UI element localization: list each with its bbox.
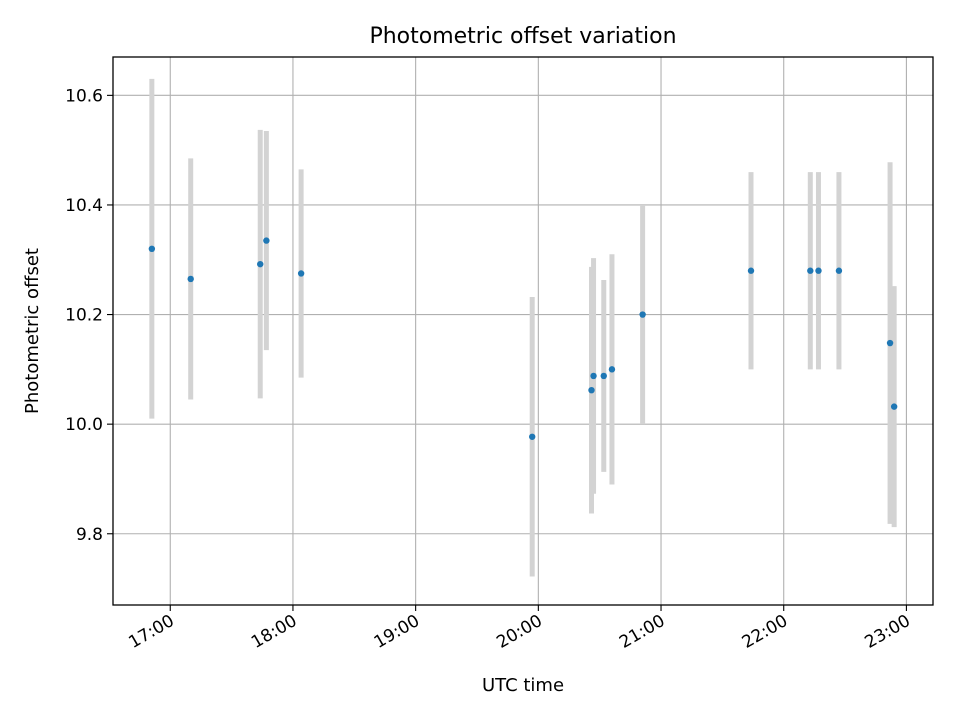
grid-lines (113, 57, 933, 605)
y-tick-label: 10.2 (65, 306, 103, 326)
data-point (187, 275, 194, 283)
data-point (835, 267, 843, 274)
y-axis-ticks: 9.8 10.0 10.2 10.4 10.6 (65, 86, 113, 545)
data-point (590, 372, 597, 380)
data-point (148, 245, 156, 252)
y-tick-label: 10.0 (65, 415, 103, 435)
data-point (529, 433, 536, 440)
data-point (815, 267, 822, 274)
data-point (747, 267, 755, 274)
data-point (600, 372, 607, 380)
data-points (148, 237, 898, 440)
data-point (890, 403, 898, 410)
data-point (807, 267, 814, 274)
chart-title: Photometric offset variation (369, 24, 676, 49)
data-point (588, 386, 595, 394)
data-point (639, 311, 646, 318)
data-point (608, 366, 616, 373)
y-axis-label: Photometric offset (22, 248, 43, 414)
data-point (257, 260, 264, 268)
data-point (297, 270, 305, 277)
plot-frame (112, 56, 934, 606)
y-tick-label: 10.6 (65, 86, 103, 106)
y-tick-label: 10.4 (65, 196, 103, 216)
data-point (263, 237, 270, 244)
y-tick-label: 9.8 (76, 525, 103, 545)
data-point (886, 339, 894, 347)
x-axis-label: UTC time (482, 675, 564, 696)
